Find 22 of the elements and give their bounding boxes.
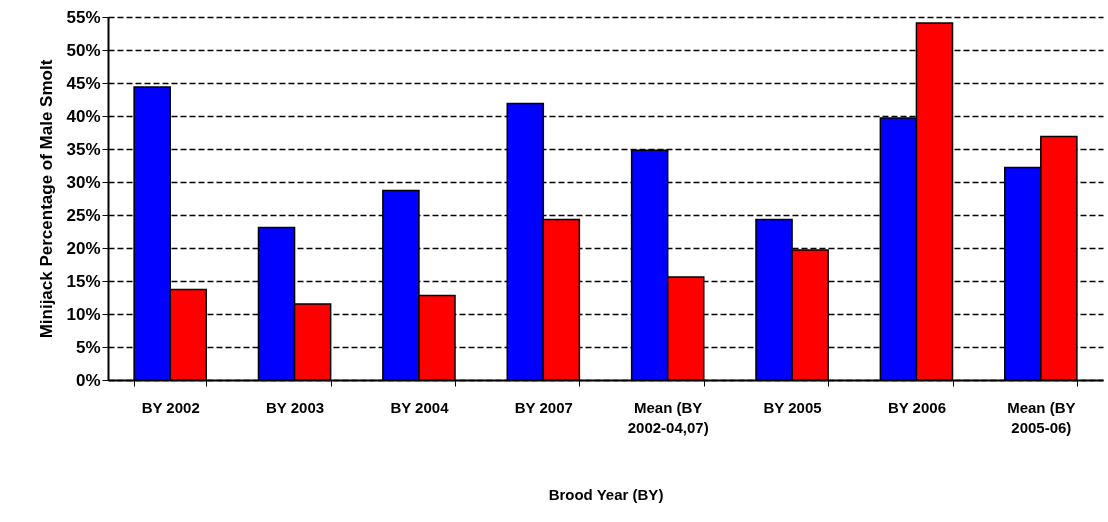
x-tick-label: BY 2007 bbox=[514, 398, 573, 416]
y-tick-label: 0% bbox=[75, 370, 101, 390]
y-tick-label: 30% bbox=[66, 172, 101, 192]
x-tick-label: Mean (BY 2005-06) bbox=[1007, 398, 1076, 436]
x-tick-label: BY 2004 bbox=[390, 398, 450, 416]
y-tick-label: 20% bbox=[66, 238, 101, 258]
y-tick-label: 25% bbox=[66, 205, 101, 225]
y-tick-label: 10% bbox=[66, 304, 101, 324]
x-axis-title: Brood Year (BY) bbox=[548, 485, 664, 503]
x-tick-label: BY 2005 bbox=[763, 398, 822, 416]
y-axis-title: Minijack Percentage of Male Smolt bbox=[37, 59, 57, 339]
y-tick-label: 55% bbox=[66, 7, 101, 27]
y-tick-label: 15% bbox=[66, 271, 101, 291]
y-tick-label: 5% bbox=[75, 337, 101, 357]
y-tick-label: 40% bbox=[66, 106, 101, 126]
x-tick-label: BY 2002 bbox=[141, 398, 200, 416]
x-tick-label: BY 2003 bbox=[266, 398, 325, 416]
y-tick-label: 50% bbox=[66, 40, 101, 60]
x-tick-label: BY 2006 bbox=[887, 398, 946, 416]
y-tick-label: 45% bbox=[66, 73, 101, 93]
y-tick-label: 35% bbox=[66, 139, 101, 159]
x-tick-label: Mean (BY 2002-04,07) bbox=[627, 398, 709, 436]
